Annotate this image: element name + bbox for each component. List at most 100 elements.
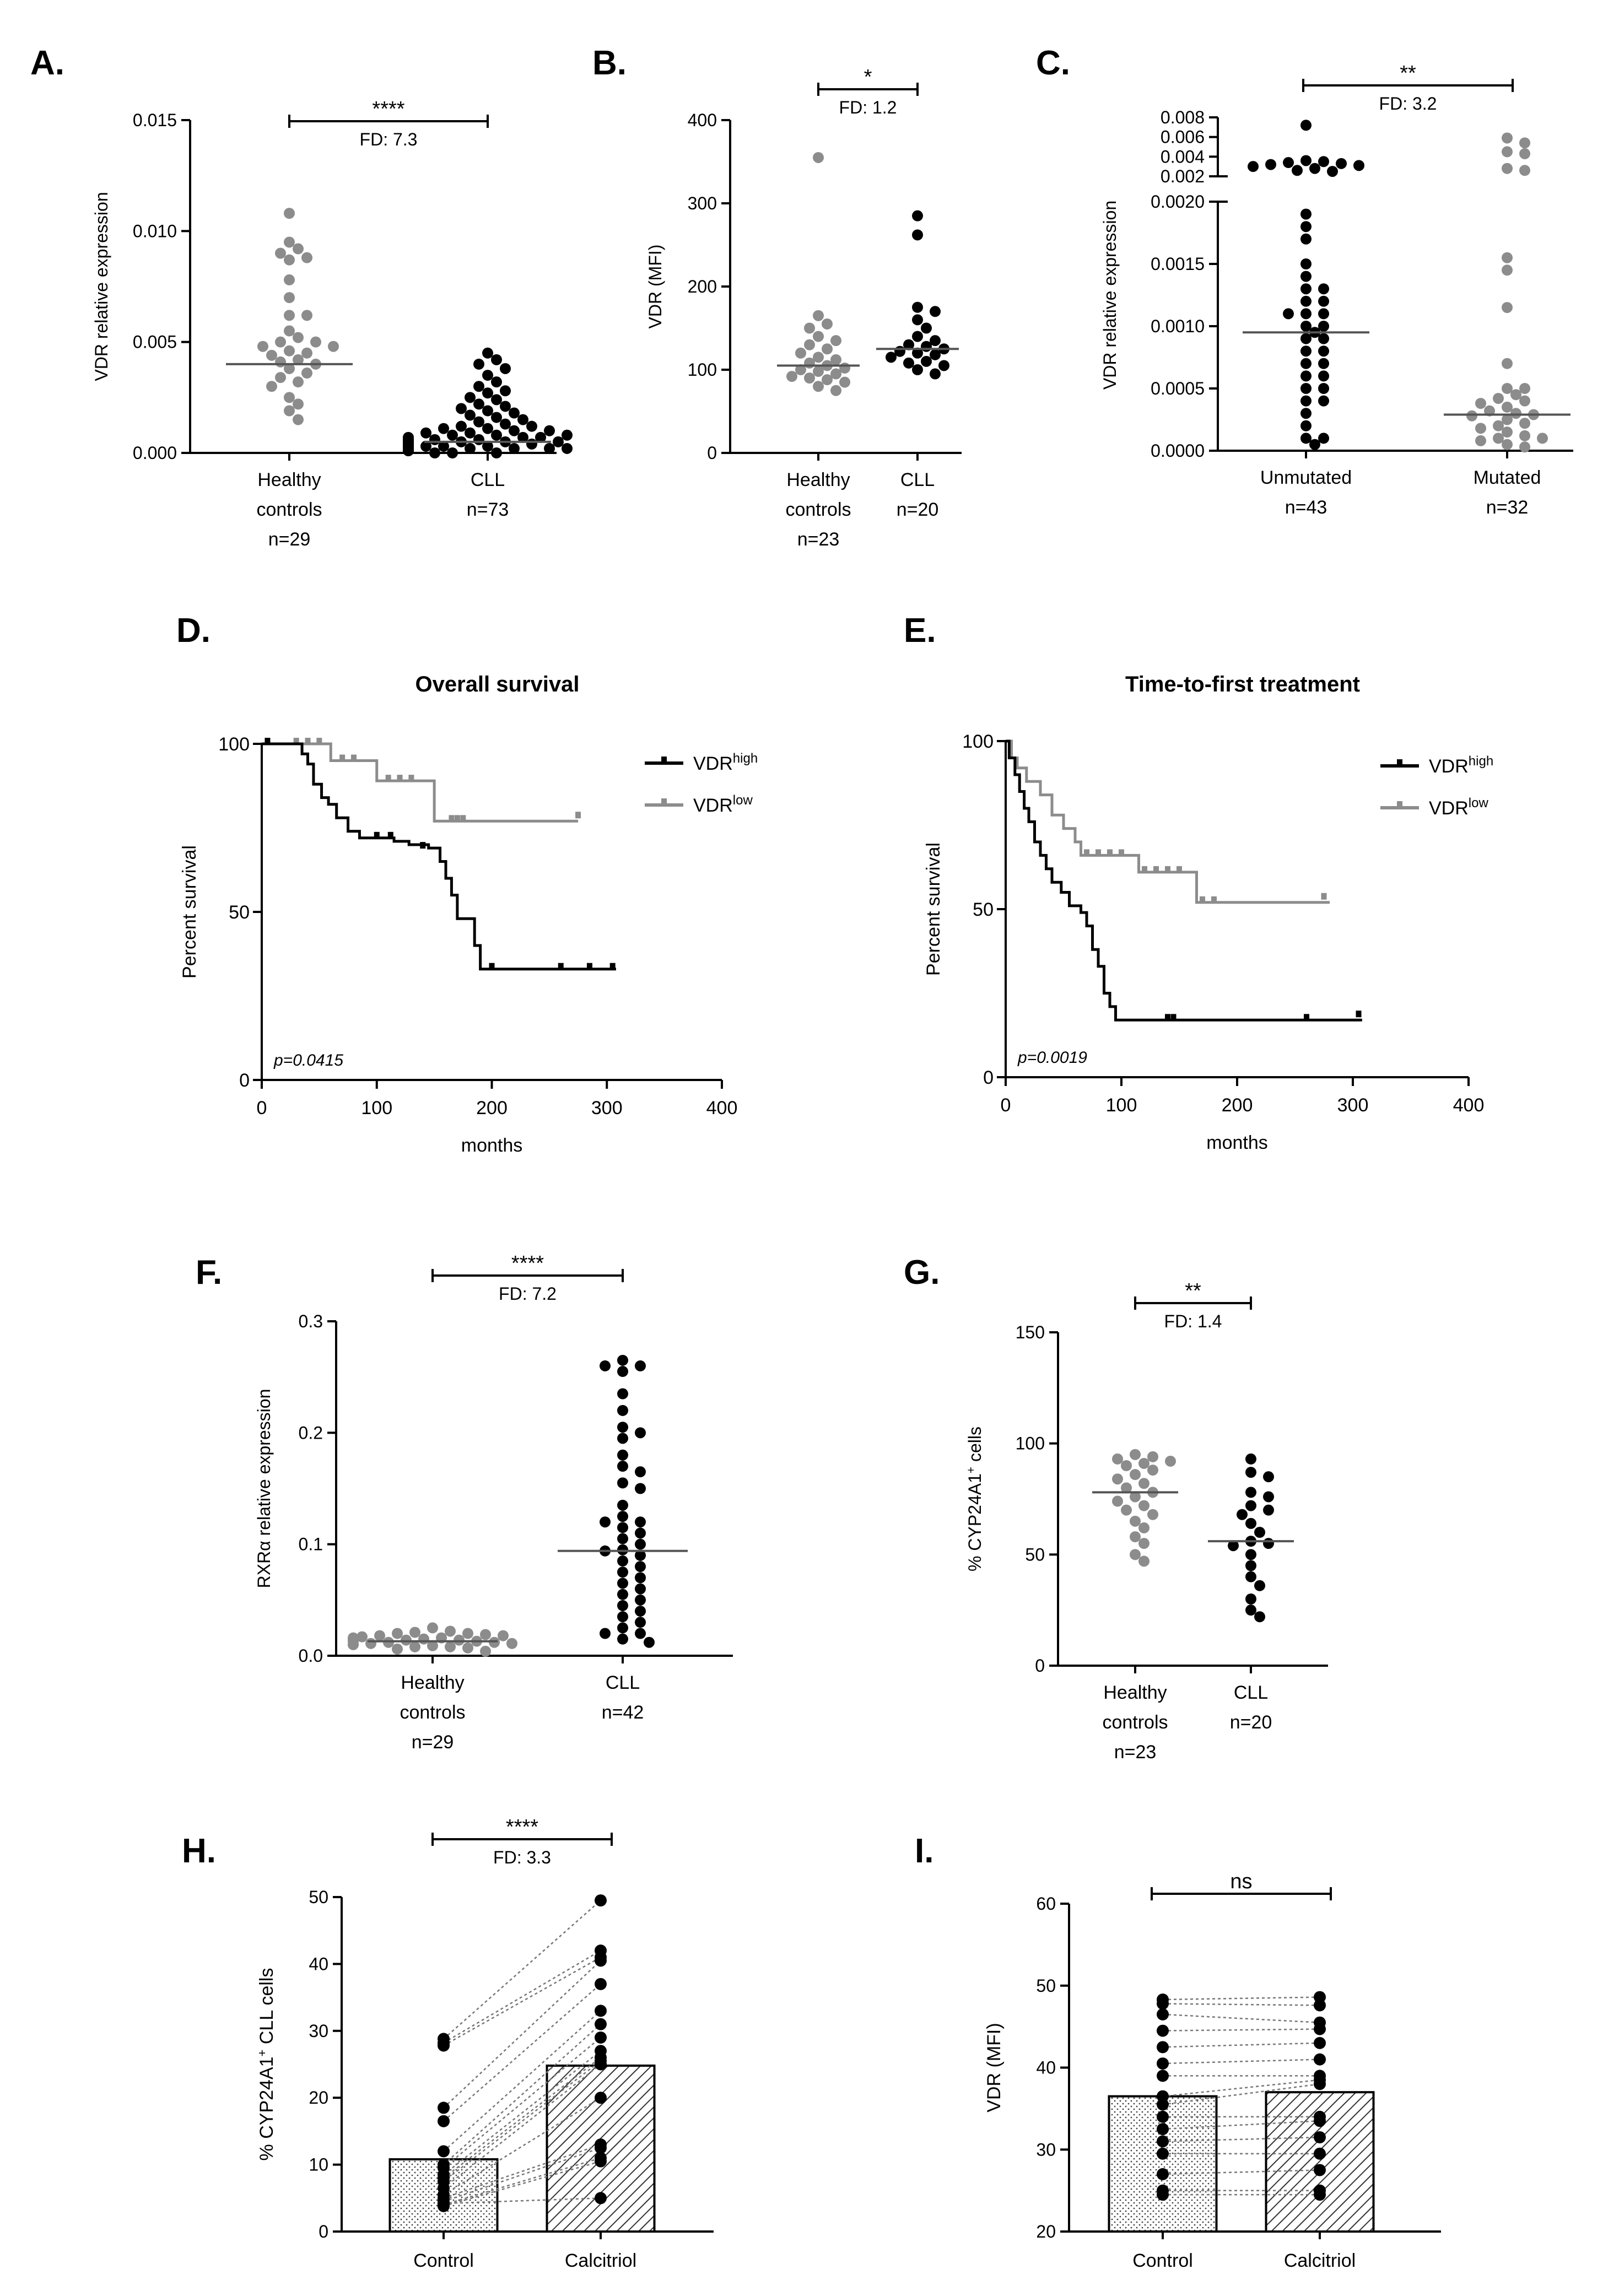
data-point (617, 1589, 628, 1600)
data-point (301, 252, 312, 263)
censor-mark (374, 831, 380, 839)
censor-mark (305, 738, 311, 744)
data-point (635, 1561, 646, 1573)
data-point (1318, 370, 1329, 382)
data-point (635, 1427, 646, 1439)
data-point (1147, 1509, 1158, 1520)
data-point (1519, 383, 1530, 394)
data-point (1300, 433, 1312, 444)
data-point (1475, 423, 1486, 434)
category-label: CLL (1234, 1682, 1268, 1703)
data-point (617, 1611, 628, 1623)
y-tick-label: 20 (309, 2088, 328, 2108)
pair-connector (443, 2197, 601, 2205)
data-point (1327, 166, 1338, 177)
data-point (365, 1638, 376, 1649)
data-point (1519, 148, 1530, 159)
y-tick-label: 30 (309, 2021, 328, 2041)
data-point (822, 343, 833, 355)
data-point (1121, 1482, 1132, 1494)
data-point (1300, 233, 1312, 245)
pair-connector (1162, 1996, 1320, 2001)
data-point (1263, 1491, 1274, 1503)
data-point (830, 335, 841, 347)
panel-label-I: I. (915, 1832, 933, 1870)
data-point (1300, 221, 1312, 233)
pair-connector (1162, 2059, 1320, 2065)
censor-mark (449, 815, 455, 822)
data-point (617, 1633, 628, 1645)
data-point (1245, 1453, 1256, 1465)
category-label: n=73 (467, 499, 509, 520)
data-point (1245, 1593, 1256, 1605)
data-point (1318, 156, 1329, 168)
data-point-control (438, 2039, 450, 2052)
data-point (409, 1641, 420, 1652)
data-point (445, 1625, 456, 1637)
data-point (903, 339, 914, 350)
data-point-calcitriol (595, 2058, 607, 2071)
data-point (429, 447, 440, 458)
data-point-calcitriol (595, 1954, 607, 1967)
y-tick-label: 40 (309, 1954, 328, 1974)
data-point (1254, 1580, 1265, 1591)
data-point (480, 1645, 491, 1657)
data-point (1292, 165, 1303, 176)
data-point (293, 398, 304, 410)
x-tick-label: 100 (361, 1098, 392, 1119)
data-point (284, 345, 295, 356)
data-point (1147, 1451, 1158, 1462)
censor-mark (387, 831, 393, 839)
category-label: n=29 (412, 1732, 454, 1753)
data-point (482, 347, 493, 359)
data-point (1493, 433, 1504, 444)
category-label: n=32 (1486, 497, 1529, 518)
significance-stars: **** (511, 1252, 544, 1275)
data-point (1318, 358, 1329, 369)
y-axis-label: Percent survival (179, 845, 200, 979)
data-point (544, 425, 555, 436)
data-point-control (438, 2115, 450, 2127)
y-tick-label: 50 (229, 902, 250, 923)
data-point (293, 376, 304, 388)
data-point (1138, 1555, 1150, 1567)
data-point (275, 372, 286, 383)
category-label: Calcitriol (565, 2250, 636, 2271)
x-tick-label: 100 (1106, 1095, 1137, 1116)
data-point (1502, 383, 1513, 394)
data-point-calcitriol (595, 2155, 607, 2168)
data-point (500, 401, 511, 412)
data-point (912, 314, 923, 326)
data-point-control (1157, 2008, 1169, 2021)
censor-mark (1211, 896, 1217, 903)
data-point (644, 1636, 655, 1648)
censor-mark (586, 963, 592, 970)
y-tick-label: 0 (1035, 1656, 1045, 1676)
data-point (617, 1354, 628, 1366)
chart-title: Time-to-first treatment (1125, 672, 1360, 696)
data-point (635, 1617, 646, 1628)
data-point (401, 1634, 412, 1646)
data-point (1300, 408, 1312, 419)
y-axis-label: VDR (MFI) (645, 245, 665, 329)
pair-connector (1162, 2169, 1320, 2175)
data-point (635, 1360, 646, 1371)
pair-connector (443, 2010, 601, 2152)
data-point (804, 372, 815, 384)
category-label: n=20 (1230, 1712, 1272, 1733)
data-point (1263, 1504, 1274, 1516)
data-point (1245, 1487, 1256, 1498)
data-point-calcitriol (595, 2192, 607, 2205)
category-label: Mutated (1474, 467, 1541, 488)
panel-label-B: B. (592, 44, 627, 82)
data-point (635, 1572, 646, 1584)
data-point (1475, 435, 1486, 446)
significance-stars: ns (1230, 1870, 1252, 1893)
data-point (1237, 1509, 1248, 1520)
censor-mark (609, 963, 616, 970)
data-point (526, 438, 537, 450)
data-point (1502, 132, 1513, 144)
pair-connector (1162, 2083, 1320, 2105)
category-label: CLL (900, 469, 935, 490)
censor-mark (1321, 893, 1327, 900)
